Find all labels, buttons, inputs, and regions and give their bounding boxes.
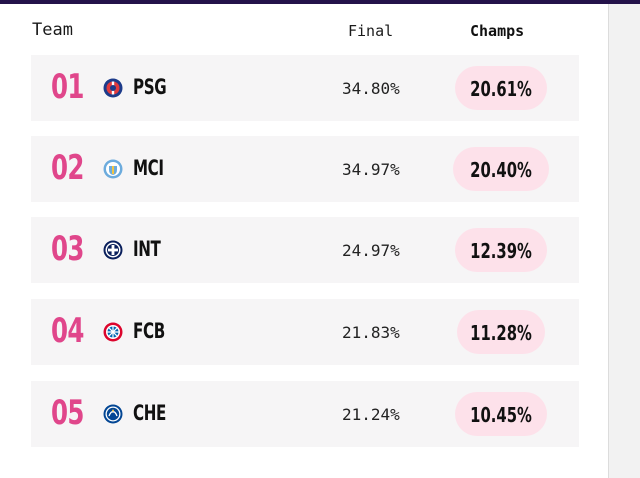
rank-number: 04 <box>51 311 84 351</box>
team-abbreviation: MCI <box>133 156 164 180</box>
team-abbreviation: CHE <box>133 401 167 425</box>
team-abbreviation: FCB <box>133 319 165 343</box>
psg-crest-icon <box>103 78 123 98</box>
table-row[interactable]: 01 PSG 34.80% 20.61% <box>31 55 579 121</box>
header-team: Team <box>32 20 73 40</box>
champs-probability: 10.45% <box>470 403 532 427</box>
champs-probability: 12.39% <box>470 239 532 263</box>
inter-crest-icon <box>103 240 123 260</box>
final-probability: 21.24% <box>342 405 400 424</box>
top-bar <box>0 0 640 4</box>
rank-number: 05 <box>51 393 84 433</box>
table-row[interactable]: 04 FCB 21.83% 11.28% <box>31 299 579 365</box>
table-header: Team Final Champs <box>0 18 600 44</box>
scrollbar[interactable] <box>608 4 640 478</box>
final-probability: 24.97% <box>342 241 400 260</box>
header-final: Final <box>348 22 394 40</box>
table-row[interactable]: 05 CHE 21.24% 10.45% <box>31 381 579 447</box>
champs-badge: 11.28% <box>457 310 545 354</box>
champs-badge: 12.39% <box>455 228 547 272</box>
bayern-crest-icon <box>103 322 123 342</box>
final-probability: 21.83% <box>342 323 400 342</box>
rank-number: 03 <box>51 229 84 269</box>
champs-badge: 10.45% <box>455 392 547 436</box>
table-row[interactable]: 03 INT 24.97% 12.39% <box>31 217 579 283</box>
champs-badge: 20.61% <box>455 66 547 110</box>
final-probability: 34.97% <box>342 160 400 179</box>
champs-probability: 20.40% <box>470 158 532 182</box>
final-probability: 34.80% <box>342 79 400 98</box>
champs-probability: 20.61% <box>470 77 532 101</box>
chelsea-crest-icon <box>103 404 123 424</box>
champs-badge: 20.40% <box>453 147 549 191</box>
team-abbreviation: INT <box>133 237 161 261</box>
team-abbreviation: PSG <box>133 75 167 99</box>
champs-probability: 11.28% <box>470 321 532 345</box>
header-champs: Champs <box>470 22 525 40</box>
man-city-crest-icon <box>103 159 123 179</box>
table-row[interactable]: 02 MCI 34.97% 20.40% <box>31 136 579 202</box>
rank-number: 01 <box>51 67 84 107</box>
rank-number: 02 <box>51 148 84 188</box>
